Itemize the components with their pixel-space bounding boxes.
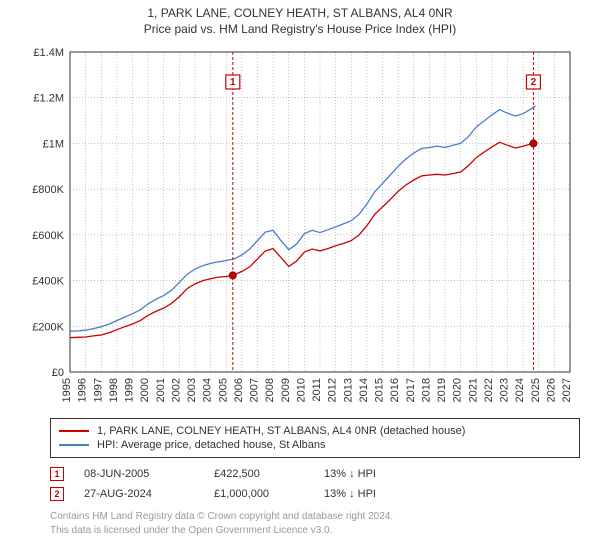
x-axis-label: 1998: [108, 378, 120, 402]
transactions-table: 1 08-JUN-2005£422,50013% ↓ HPI 2 27-AUG-202…: [50, 464, 580, 504]
x-axis-label: 2007: [249, 378, 261, 402]
y-axis-label: £0: [52, 367, 64, 379]
x-axis-label: 2020: [452, 378, 464, 402]
marker-point-2: [530, 140, 537, 147]
x-axis-label: 2003: [186, 378, 198, 402]
x-axis-label: 2010: [295, 378, 307, 402]
transaction-date: 08-JUN-2005: [84, 468, 214, 480]
footnote: Contains HM Land Registry data © Crown c…: [50, 510, 580, 537]
series-hpi: [70, 106, 536, 332]
transaction-row: 2 27-AUG-2024£1,000,00013% ↓ HPI: [50, 484, 580, 504]
transaction-price: £422,500: [214, 468, 324, 480]
x-axis-label: 2026: [545, 378, 557, 402]
x-axis-label: 2004: [202, 378, 214, 402]
legend-item: 1, PARK LANE, COLNEY HEATH, ST ALBANS, A…: [59, 424, 571, 438]
price-chart: £0 £200K £400K £600K £800K £1M £1.2M £1.4M 1995 1…: [20, 42, 580, 412]
x-axis-label: 2025: [530, 378, 542, 402]
x-axis-label: 2027: [561, 378, 573, 402]
title-block: 1, PARK LANE, COLNEY HEATH, ST ALBANS, A…: [0, 0, 600, 38]
x-axis-label: 2023: [499, 378, 511, 402]
x-axis-label: 1995: [61, 378, 73, 402]
x-axis-label: 2021: [467, 378, 479, 402]
y-axis-label: £1.4M: [33, 47, 64, 59]
x-axis-label: 2005: [217, 378, 229, 402]
x-axis-label: 2001: [155, 378, 167, 402]
transaction-row: 1 08-JUN-2005£422,50013% ↓ HPI: [50, 464, 580, 484]
transaction-date: 27-AUG-2024: [84, 488, 214, 500]
y-axis-label: £400K: [32, 276, 64, 288]
legend-item: HPI: Average price, detached house, St A…: [59, 438, 571, 452]
x-axis-label: 2016: [389, 378, 401, 402]
marker-label-1: 1: [230, 77, 236, 88]
x-axis-label: 2017: [405, 378, 417, 402]
legend-swatch: [59, 444, 89, 446]
x-axis-label: 1999: [124, 378, 136, 402]
title-line-1: 1, PARK LANE, COLNEY HEATH, ST ALBANS, A…: [0, 6, 600, 20]
x-axis-label: 2019: [436, 378, 448, 402]
y-axis-label: £1.2M: [33, 93, 64, 105]
x-axis-label: 2011: [311, 378, 323, 402]
x-axis-label: 1996: [77, 378, 89, 402]
y-axis-label: £200K: [32, 321, 64, 333]
x-axis-label: 2013: [342, 378, 354, 402]
legend-label: HPI: Average price, detached house, St A…: [97, 439, 326, 451]
footnote-line-2: This data is licensed under the Open Gov…: [50, 524, 580, 538]
x-axis-label: 2014: [358, 378, 370, 402]
x-axis-label: 2012: [327, 378, 339, 402]
y-axis-label: £800K: [32, 184, 64, 196]
x-axis-label: 2006: [233, 378, 245, 402]
series-property-price: [70, 142, 533, 337]
marker-point-1: [229, 272, 236, 279]
transaction-delta: 13% ↓ HPI: [324, 468, 424, 480]
x-axis-label: 2018: [420, 378, 432, 402]
x-axis-label: 2000: [139, 378, 151, 402]
chart-area: £0 £200K £400K £600K £800K £1M £1.2M £1.4M 1995 1…: [20, 42, 580, 412]
transaction-marker: 2: [50, 487, 64, 501]
legend-label: 1, PARK LANE, COLNEY HEATH, ST ALBANS, A…: [97, 425, 465, 437]
x-axis-label: 2022: [483, 378, 495, 402]
chart-container: 1, PARK LANE, COLNEY HEATH, ST ALBANS, A…: [0, 0, 600, 560]
legend: 1, PARK LANE, COLNEY HEATH, ST ALBANS, A…: [50, 418, 580, 458]
legend-swatch: [59, 430, 89, 432]
transaction-delta: 13% ↓ HPI: [324, 488, 424, 500]
x-axis-label: 2009: [280, 378, 292, 402]
y-axis-label: £600K: [32, 230, 64, 242]
transaction-price: £1,000,000: [214, 488, 324, 500]
x-axis-label: 2008: [264, 378, 276, 402]
y-axis-label: £1M: [43, 138, 64, 150]
x-axis-label: 2015: [374, 378, 386, 402]
footnote-line-1: Contains HM Land Registry data © Crown c…: [50, 510, 580, 524]
transaction-marker: 1: [50, 467, 64, 481]
x-axis-label: 2002: [170, 378, 182, 402]
title-line-2: Price paid vs. HM Land Registry's House …: [0, 22, 600, 36]
marker-label-2: 2: [531, 77, 537, 88]
x-axis-label: 2024: [514, 378, 526, 402]
x-axis-label: 1997: [92, 378, 104, 402]
